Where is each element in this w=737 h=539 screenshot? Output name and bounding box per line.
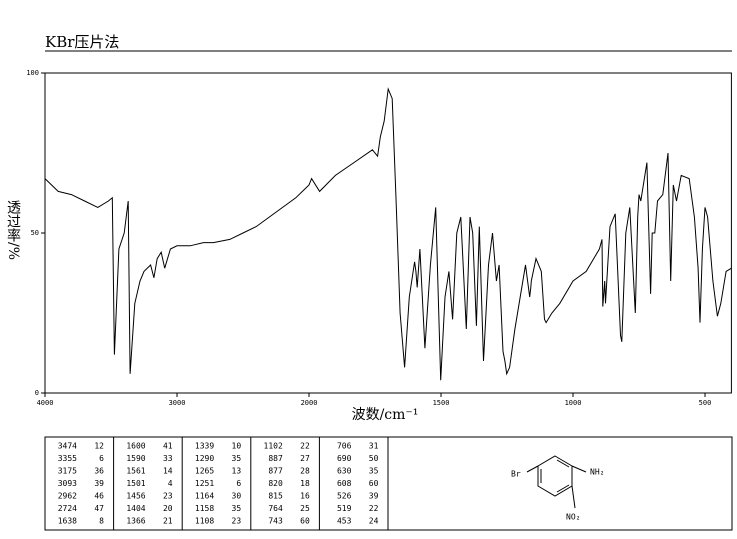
peak-transmittance: 35	[232, 454, 242, 463]
y-tick-label: 50	[31, 229, 39, 237]
peak-transmittance: 18	[300, 479, 310, 488]
peak-wavenumber: 1158	[195, 504, 214, 513]
peak-wavenumber: 743	[268, 517, 283, 526]
peak-wavenumber: 1366	[126, 517, 145, 526]
plot-frame	[44, 72, 732, 394]
header-title: KBr压片法	[45, 33, 119, 51]
peak-transmittance: 23	[232, 517, 242, 526]
peak-wavenumber: 706	[337, 442, 352, 451]
peak-transmittance: 8	[99, 517, 104, 526]
x-tick-label: 1000	[565, 399, 582, 407]
peak-wavenumber: 1456	[126, 492, 145, 501]
peak-wavenumber: 1501	[126, 479, 145, 488]
peak-transmittance: 41	[163, 442, 173, 451]
peak-wavenumber: 1638	[58, 517, 77, 526]
peak-transmittance: 27	[300, 454, 310, 463]
peak-wavenumber: 820	[268, 479, 283, 488]
peak-wavenumber: 1404	[126, 504, 145, 513]
peak-transmittance: 4	[168, 479, 173, 488]
peak-wavenumber: 526	[337, 492, 352, 501]
y-axis-label: 透过率/%	[5, 200, 21, 261]
peak-transmittance: 30	[232, 492, 242, 501]
peak-wavenumber: 608	[337, 479, 352, 488]
peak-wavenumber: 1590	[126, 454, 145, 463]
peak-wavenumber: 877	[268, 467, 283, 476]
peak-transmittance: 23	[163, 492, 173, 501]
spectrum-line	[44, 87, 732, 381]
peak-wavenumber: 1600	[126, 442, 145, 451]
peak-transmittance: 33	[163, 454, 173, 463]
x-tick-label: 3000	[169, 399, 186, 407]
peak-transmittance: 25	[300, 504, 310, 513]
peak-wavenumber: 3093	[58, 479, 77, 488]
bond	[571, 465, 587, 473]
peak-transmittance: 22	[369, 504, 379, 513]
bond	[556, 484, 570, 493]
peak-wavenumber: 764	[268, 504, 283, 513]
peak-wavenumber: 1108	[195, 517, 214, 526]
x-tick-label: 4000	[37, 399, 54, 407]
peak-wavenumber: 2724	[58, 504, 77, 513]
peak-transmittance: 36	[94, 467, 104, 476]
peak-wavenumber: 815	[268, 492, 283, 501]
x-tick-label: 2000	[301, 399, 318, 407]
x-tick-label: 500	[699, 399, 712, 407]
y-tick-label: 0	[35, 389, 39, 397]
peak-transmittance: 39	[94, 479, 104, 488]
x-tick-label: 1500	[433, 399, 450, 407]
substituent: NH₂	[590, 468, 604, 477]
peak-transmittance: 13	[232, 467, 242, 476]
substituent: NO₂	[566, 513, 580, 522]
bond	[556, 459, 570, 468]
peak-transmittance: 50	[369, 454, 379, 463]
peak-wavenumber: 3474	[58, 442, 77, 451]
bond	[571, 485, 576, 509]
peak-transmittance: 14	[163, 467, 173, 476]
peak-transmittance: 22	[300, 442, 310, 451]
peak-wavenumber: 1265	[195, 467, 214, 476]
substituent: Br	[511, 470, 521, 479]
peak-transmittance: 28	[300, 467, 310, 476]
peak-wavenumber: 453	[337, 517, 352, 526]
peak-wavenumber: 1561	[126, 467, 145, 476]
benzene-ring	[537, 455, 573, 497]
peak-transmittance: 35	[232, 504, 242, 513]
peak-wavenumber: 630	[337, 467, 352, 476]
peak-transmittance: 60	[300, 517, 310, 526]
peak-wavenumber: 519	[337, 504, 352, 513]
peak-wavenumber: 690	[337, 454, 352, 463]
bond	[526, 465, 539, 473]
y-tick-label: 100	[26, 69, 39, 77]
peak-transmittance: 60	[369, 479, 379, 488]
peak-wavenumber: 3175	[58, 467, 77, 476]
structure	[526, 455, 587, 509]
peak-transmittance: 6	[236, 479, 241, 488]
peak-wavenumber: 887	[268, 454, 283, 463]
peak-wavenumber: 1339	[195, 442, 214, 451]
peak-wavenumber: 1164	[195, 492, 214, 501]
peak-transmittance: 10	[232, 442, 242, 451]
peak-transmittance: 24	[369, 517, 379, 526]
x-axis-label: 波数/cm⁻¹	[352, 407, 419, 423]
peak-transmittance: 20	[163, 504, 173, 513]
peak-wavenumber: 1102	[264, 442, 283, 451]
peak-wavenumber: 1290	[195, 454, 214, 463]
peak-transmittance: 39	[369, 492, 379, 501]
peak-wavenumber: 1251	[195, 479, 214, 488]
peak-wavenumber: 3355	[58, 454, 77, 463]
peak-transmittance: 16	[300, 492, 310, 501]
peak-transmittance: 31	[369, 442, 379, 451]
peak-transmittance: 47	[94, 504, 104, 513]
peak-wavenumber: 2962	[58, 492, 77, 501]
peak-transmittance: 12	[94, 442, 104, 451]
peak-transmittance: 46	[94, 492, 104, 501]
peak-transmittance: 6	[99, 454, 104, 463]
peak-transmittance: 21	[163, 517, 173, 526]
peak-transmittance: 35	[369, 467, 379, 476]
